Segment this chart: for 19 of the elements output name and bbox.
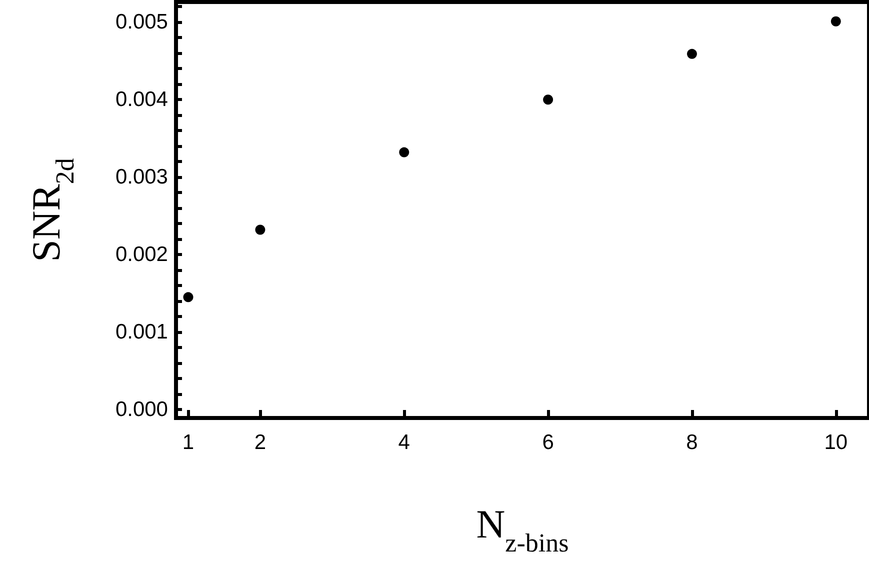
x-tick-label: 10 <box>824 431 848 454</box>
point <box>543 94 554 105</box>
x-tick-label: 6 <box>542 431 554 454</box>
x-tick-label: 8 <box>686 431 698 454</box>
x-tick-label: 1 <box>182 431 194 454</box>
point <box>830 16 841 26</box>
point <box>183 292 194 302</box>
point <box>255 224 266 235</box>
x-tick-label: 2 <box>254 431 266 454</box>
y-tick-label: 0.001 <box>115 320 168 344</box>
x-tick-label: 4 <box>398 431 410 454</box>
y-axis-title: SNR2d <box>24 158 80 262</box>
y-tick-label: 0.000 <box>115 398 168 421</box>
y-tick-label: 0.004 <box>115 88 168 112</box>
point <box>399 147 410 158</box>
y-tick-label: 0.002 <box>115 243 168 266</box>
y-tick-label: 0.005 <box>115 10 168 34</box>
y-tick-label: 0.003 <box>115 166 168 189</box>
point <box>686 48 697 59</box>
